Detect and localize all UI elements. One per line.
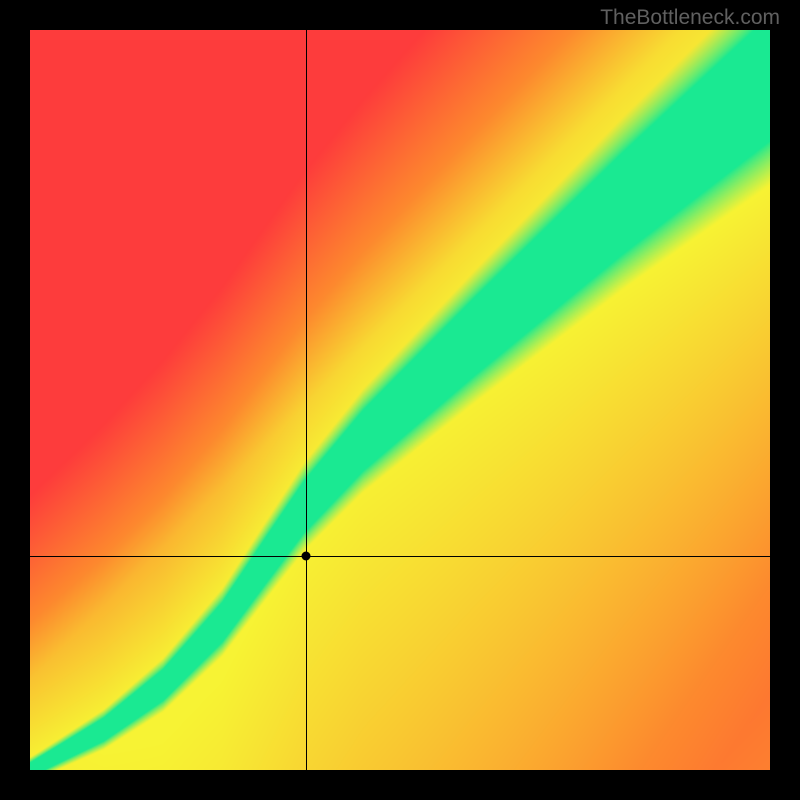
marker-dot <box>302 552 311 561</box>
heatmap-canvas <box>30 30 770 770</box>
chart-container: TheBottleneck.com <box>0 0 800 800</box>
watermark-text: TheBottleneck.com <box>600 6 780 30</box>
heatmap-plot <box>30 30 770 770</box>
crosshair-vertical <box>306 30 307 770</box>
crosshair-horizontal <box>30 556 770 557</box>
